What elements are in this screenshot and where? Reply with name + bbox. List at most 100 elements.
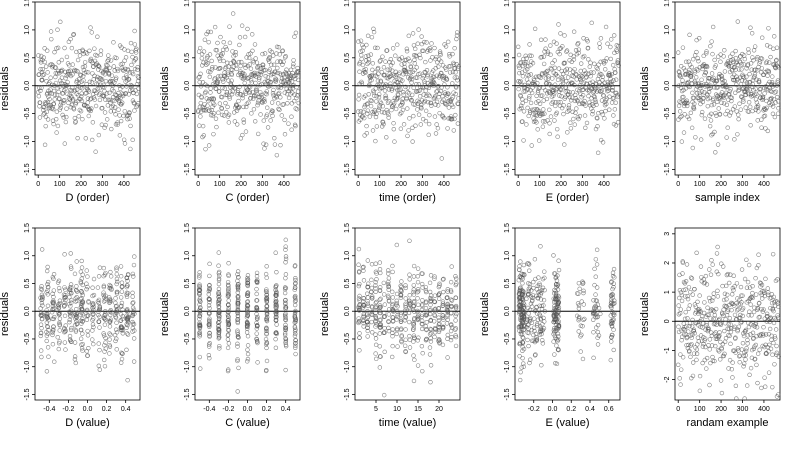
- data-point: [527, 53, 532, 58]
- data-point: [573, 71, 579, 77]
- data-point: [371, 26, 376, 31]
- data-point: [406, 319, 412, 325]
- data-point: [133, 56, 139, 61]
- data-point: [365, 108, 371, 113]
- data-point: [407, 58, 412, 64]
- data-point: [62, 141, 67, 146]
- data-point: [90, 337, 95, 342]
- data-point: [748, 25, 753, 30]
- data-point: [374, 299, 379, 305]
- y-tick-label: 0.0: [344, 81, 351, 91]
- data-point: [732, 137, 737, 142]
- data-point: [213, 116, 219, 121]
- data-point: [699, 77, 704, 82]
- data-point: [130, 137, 135, 143]
- data-point: [575, 42, 580, 47]
- data-point: [258, 72, 264, 77]
- data-point: [114, 271, 120, 277]
- data-point: [416, 27, 421, 32]
- data-point: [525, 66, 530, 72]
- y-tick-label: 0.0: [184, 81, 191, 91]
- data-point: [44, 100, 49, 106]
- data-point: [440, 94, 445, 99]
- data-point: [444, 77, 450, 82]
- data-point: [368, 52, 374, 57]
- data-point: [568, 126, 574, 131]
- data-point: [594, 115, 600, 120]
- data-point: [204, 31, 209, 37]
- data-point: [292, 92, 297, 97]
- x-tick-label: 0: [516, 181, 520, 188]
- data-point: [270, 113, 275, 119]
- data-point: [428, 100, 434, 106]
- data-point: [614, 47, 619, 53]
- y-tick-label: 1.0: [344, 25, 351, 35]
- data-point: [542, 49, 547, 54]
- data-point: [762, 91, 767, 96]
- data-point: [375, 78, 381, 84]
- data-point: [412, 61, 417, 66]
- data-point: [235, 389, 240, 394]
- data-point: [63, 86, 68, 91]
- y-tick-label: 1.0: [504, 25, 511, 35]
- data-point: [771, 46, 776, 51]
- data-point: [594, 262, 600, 267]
- data-point: [533, 74, 539, 80]
- data-point: [62, 285, 67, 290]
- data-point: [678, 74, 683, 79]
- data-point: [688, 110, 694, 115]
- data-point: [261, 141, 266, 146]
- data-point: [440, 99, 445, 104]
- data-point: [118, 295, 124, 300]
- data-point: [260, 62, 265, 67]
- data-point: [63, 83, 69, 89]
- data-point: [526, 96, 532, 101]
- data-point: [226, 120, 232, 125]
- data-point: [223, 64, 229, 70]
- data-point: [727, 333, 732, 339]
- data-point: [62, 252, 67, 257]
- data-point: [416, 302, 421, 307]
- data-point: [526, 64, 531, 69]
- x-tick-label: 100: [534, 181, 546, 188]
- y-axis-title: residuals: [319, 66, 331, 111]
- data-point: [60, 112, 65, 118]
- data-point: [255, 102, 260, 108]
- data-point: [416, 335, 421, 340]
- data-point: [428, 331, 434, 336]
- data-point: [54, 130, 59, 135]
- data-point: [698, 264, 704, 269]
- data-point: [111, 88, 116, 94]
- data-point: [39, 78, 45, 83]
- data-point: [97, 347, 102, 353]
- data-point: [453, 70, 458, 75]
- data-point: [379, 109, 385, 115]
- data-point: [107, 351, 112, 356]
- data-point: [429, 41, 434, 46]
- data-point: [417, 71, 423, 76]
- data-point: [772, 114, 778, 120]
- data-point: [399, 55, 405, 60]
- data-point: [410, 139, 415, 144]
- data-point: [280, 48, 286, 53]
- data-point: [356, 262, 361, 267]
- data-point: [135, 65, 140, 70]
- data-point: [223, 44, 228, 50]
- x-tick-label: -0.4: [203, 406, 215, 413]
- y-tick-label: 1.5: [184, 223, 191, 233]
- data-point: [62, 313, 68, 319]
- data-point: [447, 52, 452, 57]
- data-point: [601, 84, 607, 89]
- data-point: [440, 63, 446, 68]
- data-point: [556, 22, 561, 27]
- x-tick-label: 300: [577, 181, 589, 188]
- data-point: [531, 279, 536, 285]
- data-point: [130, 271, 136, 277]
- y-axis-title: residuals: [0, 291, 11, 336]
- data-point: [292, 34, 297, 39]
- data-point: [584, 120, 590, 126]
- y-axis-title: residuals: [479, 66, 491, 111]
- data-point: [136, 75, 141, 80]
- data-point: [362, 133, 367, 138]
- residual-panel-4: 0 100 200 300 400-1.5-1.0-0.50.00.51.01.5E (…: [479, 0, 621, 204]
